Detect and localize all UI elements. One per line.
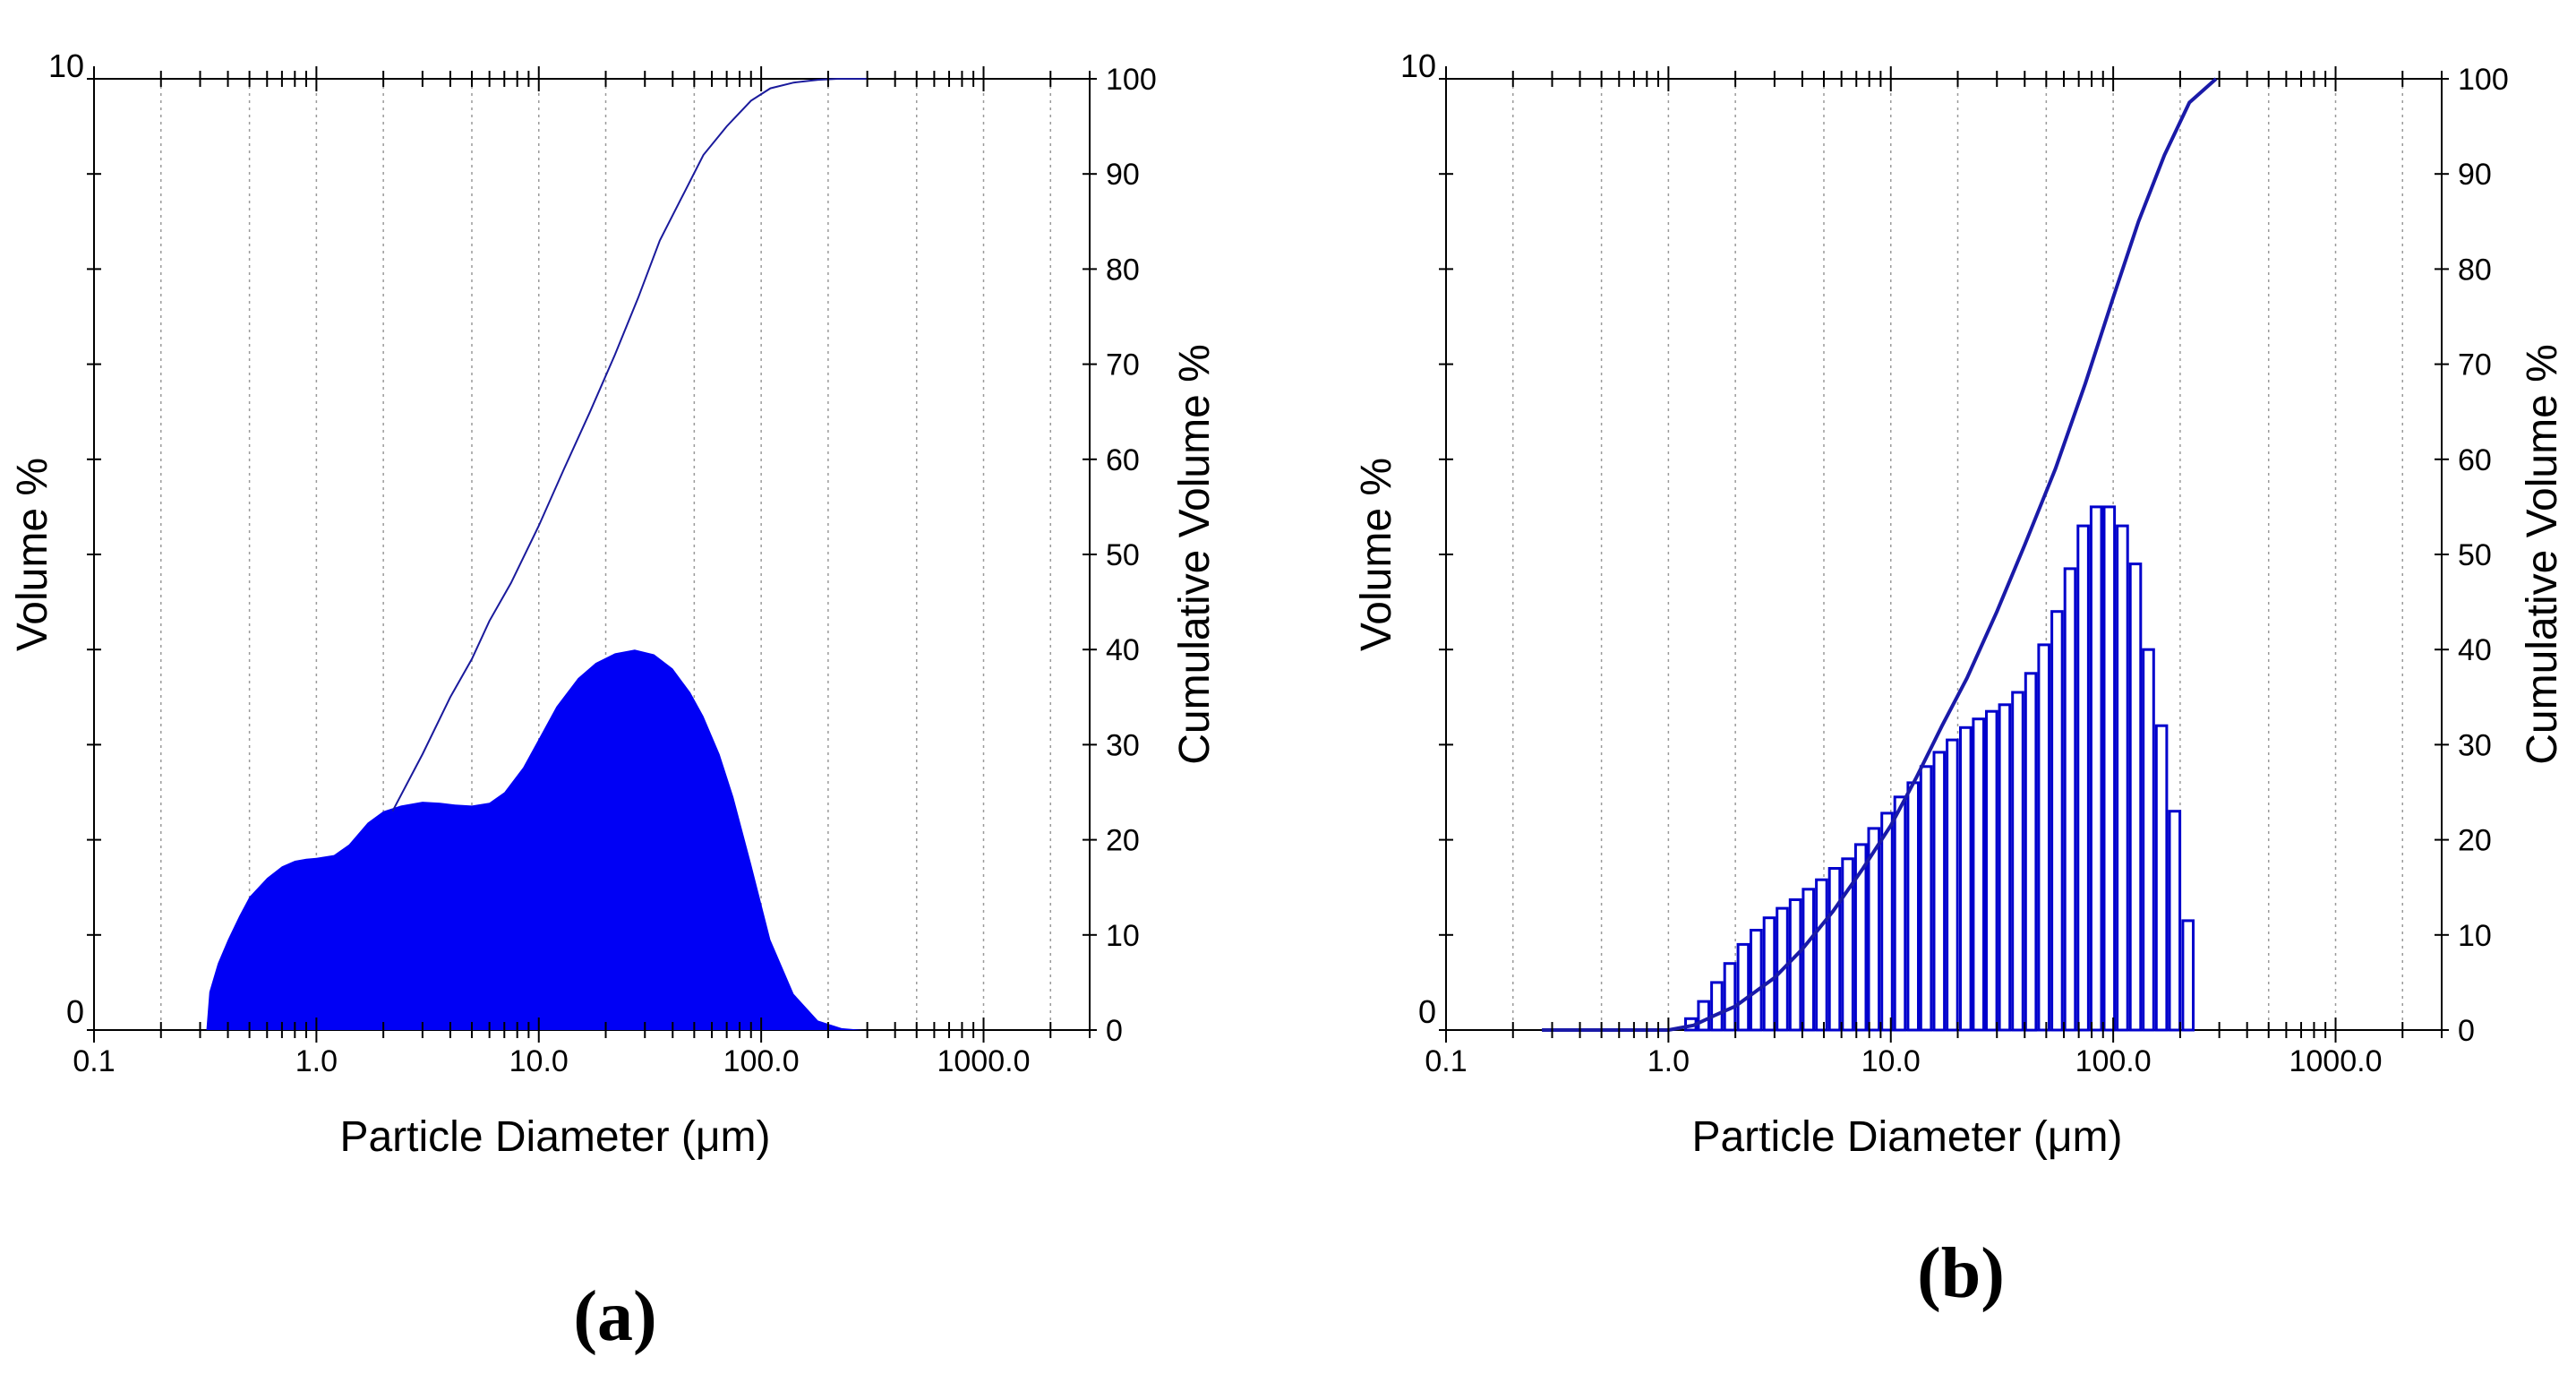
y2-tick-label: 50 (2458, 538, 2492, 572)
y2-tick-label: 30 (2458, 728, 2492, 762)
volume-bar (2116, 524, 2129, 1032)
volume-bar (1827, 867, 1842, 1032)
y2-tick-label: 100 (2458, 63, 2509, 97)
y2-tick-label: 60 (1106, 443, 1140, 477)
x-tick-label: 100.0 (723, 1044, 800, 1078)
volume-bar (2024, 672, 2038, 1032)
volume-bar (1762, 916, 1776, 1032)
volume-bar (1841, 857, 1854, 1032)
y-axis-title: Volume % (9, 458, 56, 651)
volume-bar (2128, 562, 2143, 1032)
y2-tick-label: 80 (1106, 253, 1140, 287)
y2-tick-label: 20 (2458, 824, 2492, 858)
volume-bar (1697, 1000, 1711, 1032)
y2-tick-label: 10 (2458, 919, 2492, 953)
volume-bar (2102, 505, 2117, 1032)
y2-axis-title: Cumulative Volume % (2519, 344, 2566, 765)
y-axis-title: Volume % (1353, 458, 1400, 651)
x-tick-label: 10.0 (509, 1044, 569, 1078)
x-tick-label: 0.1 (73, 1044, 115, 1078)
volume-bar (2089, 505, 2103, 1032)
volume-bar (1972, 717, 1985, 1032)
data-marks (206, 78, 868, 1030)
volume-bar (2154, 724, 2169, 1032)
y2-tick-label: 0 (2458, 1014, 2475, 1048)
volume-bar (2181, 919, 2195, 1032)
volume-bar (2142, 648, 2155, 1032)
volume-bar (2076, 524, 2090, 1032)
y2-tick-label: 70 (1106, 348, 1140, 382)
volume-bar (1867, 827, 1881, 1032)
panel-label: (b) (1917, 1234, 2005, 1313)
volume-bar (1959, 726, 1973, 1032)
x-axis-title: Particle Diameter (μm) (1691, 1113, 2122, 1161)
volume-area (206, 649, 864, 1030)
axis-ticks: 0.1 1.0 10.0 100.0 1000.0 0 10 20 30 40 50 60 70 80 90… (73, 63, 1156, 1078)
volume-bar (2037, 643, 2050, 1032)
cumulative-line (391, 78, 868, 812)
x-axis-title: Particle Diameter (μm) (339, 1113, 770, 1161)
x-tick-label: 100.0 (2075, 1044, 2152, 1078)
data-marks (1542, 77, 2218, 1032)
y2-tick-label: 40 (1106, 633, 1140, 667)
x-tick-label: 1.0 (295, 1044, 338, 1078)
volume-bar (1736, 942, 1750, 1032)
volume-bar (2168, 810, 2182, 1032)
volume-bar (2063, 567, 2077, 1032)
axis-ticks: 0.1 1.0 10.0 100.0 1000.0 0 10 20 30 40 50 60 70 80 90… (1425, 63, 2508, 1078)
volume-bar (1750, 929, 1763, 1032)
panel-b: 0.1 1.0 10.0 100.0 1000.0 0 10 20 30 40 50 60 70 80 90… (1353, 47, 2566, 1313)
y2-axis-title: Cumulative Volume % (1171, 344, 1219, 765)
volume-bar (2011, 691, 2024, 1032)
x-tick-label: 10.0 (1861, 1044, 1921, 1078)
volume-bar (1788, 898, 1802, 1032)
x-gridlines (1512, 79, 2404, 1030)
x-tick-label: 1000.0 (2289, 1044, 2382, 1078)
panel-label: (a) (573, 1277, 656, 1356)
volume-bar (1801, 888, 1816, 1032)
volume-bar (1906, 781, 1920, 1032)
y-tick-label-0: 0 (66, 993, 84, 1030)
y-tick-label-10: 10 (1400, 47, 1436, 84)
panel-a: 0.1 1.0 10.0 100.0 1000.0 0 10 20 30 40 50 60 70 80 90… (9, 47, 1219, 1356)
y2-tick-label: 90 (2458, 158, 2492, 192)
cumulative-line (1542, 77, 2218, 1032)
x-gridlines (160, 79, 1052, 1030)
volume-bar (1880, 811, 1894, 1032)
volume-bar (1998, 703, 2012, 1032)
y2-tick-label: 0 (1106, 1014, 1123, 1048)
volume-bar (1919, 765, 1933, 1032)
y2-tick-label: 80 (2458, 253, 2492, 287)
y2-tick-label: 50 (1106, 538, 1140, 572)
volume-bar (2050, 610, 2064, 1032)
y2-tick-label: 20 (1106, 824, 1140, 858)
volume-bar (1932, 751, 1947, 1032)
volume-bar (1985, 709, 1998, 1032)
x-tick-label: 1.0 (1647, 1044, 1690, 1078)
y2-tick-label: 30 (1106, 728, 1140, 762)
y2-tick-label: 10 (1106, 919, 1140, 953)
x-tick-label: 1000.0 (937, 1044, 1030, 1078)
y2-tick-label: 100 (1106, 63, 1157, 97)
volume-bar (1893, 795, 1907, 1032)
volume-bar (1815, 878, 1828, 1032)
y-tick-label-10: 10 (48, 47, 84, 84)
volume-bar (1710, 981, 1724, 1032)
x-tick-label: 0.1 (1425, 1044, 1467, 1078)
y2-tick-label: 90 (1106, 158, 1140, 192)
y2-tick-label: 60 (2458, 443, 2492, 477)
volume-bar (1853, 843, 1868, 1032)
volume-bar (1723, 962, 1737, 1032)
y-tick-label-0: 0 (1418, 993, 1436, 1030)
volume-bar (1946, 738, 1959, 1032)
y2-tick-label: 40 (2458, 633, 2492, 667)
y2-tick-label: 70 (2458, 348, 2492, 382)
